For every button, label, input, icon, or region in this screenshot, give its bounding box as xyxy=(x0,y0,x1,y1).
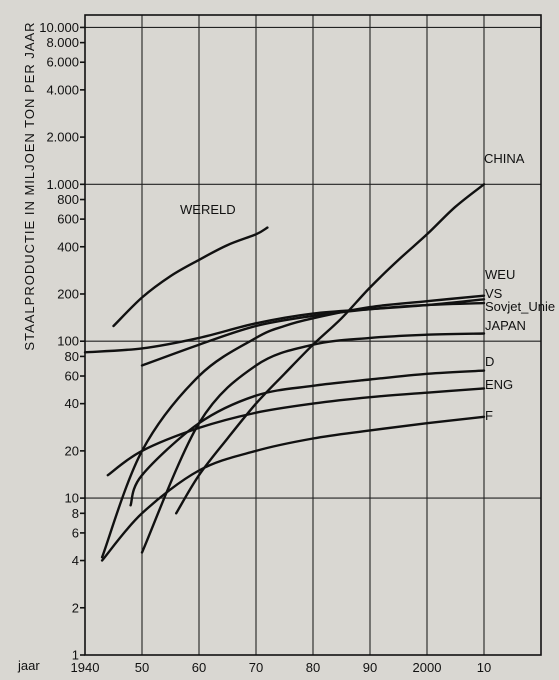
axes xyxy=(80,14,542,656)
y-tick-label: 10.000 xyxy=(39,20,79,35)
y-tick-label: 6 xyxy=(72,525,79,540)
y-tick-label: 1 xyxy=(72,648,79,663)
series-label-wereld: WERELD xyxy=(180,202,236,217)
y-tick-label: 4.000 xyxy=(46,82,79,97)
y-tick-label: 600 xyxy=(57,212,79,227)
grid xyxy=(85,15,541,656)
series-label-japan: JAPAN xyxy=(485,318,526,333)
x-tick-label: 60 xyxy=(192,660,206,675)
series-label-weu: WEU xyxy=(485,267,515,282)
series-label-china: CHINA xyxy=(484,151,525,166)
series-label-sovjet-unie: Sovjet_Unie xyxy=(485,299,555,314)
y-tick-label: 8 xyxy=(72,506,79,521)
y-tick-label: 400 xyxy=(57,239,79,254)
y-tick-label: 80 xyxy=(65,349,79,364)
y-tick-label: 40 xyxy=(65,396,79,411)
series-label-d: D xyxy=(485,354,494,369)
y-tick-label: 8.000 xyxy=(46,35,79,50)
y-tick-label: 10 xyxy=(65,491,79,506)
x-tick-label: 70 xyxy=(249,660,263,675)
series-line-japan xyxy=(140,332,486,554)
series-label-eng: ENG xyxy=(485,377,513,392)
y-tick-label: 6.000 xyxy=(46,55,79,70)
series-line-wereld xyxy=(112,226,269,328)
series-line-sovjet-unie xyxy=(140,301,486,367)
y-tick-label: 1.000 xyxy=(46,177,79,192)
series-label-f: F xyxy=(485,408,493,423)
y-tick-label: 800 xyxy=(57,192,79,207)
x-tick-label: 1940 xyxy=(71,660,100,675)
series-line-eng xyxy=(106,387,486,477)
series-label-vs: VS xyxy=(485,286,503,301)
x-tick-label: 10 xyxy=(477,660,491,675)
x-axis-label: jaar xyxy=(17,658,40,673)
y-tick-label: 20 xyxy=(65,443,79,458)
y-tick-label: 4 xyxy=(72,553,79,568)
y-tick-label: 60 xyxy=(65,369,79,384)
x-tick-label: 2000 xyxy=(413,660,442,675)
x-tick-label: 90 xyxy=(363,660,377,675)
x-tick-labels: 1940 50 60 70 80 90 2000 10 xyxy=(71,660,492,675)
series-line-f xyxy=(100,415,486,562)
y-tick-label: 200 xyxy=(57,286,79,301)
x-tick-label: 50 xyxy=(135,660,149,675)
y-tick-label: 2.000 xyxy=(46,130,79,145)
series-lines xyxy=(83,183,486,562)
y-tick-label: 100 xyxy=(57,334,79,349)
series-line-weu xyxy=(100,294,486,559)
series-line-d xyxy=(129,369,486,507)
series-line-china xyxy=(175,183,486,515)
y-axis-label: STAALPRODUCTIE IN MILJOEN TON PER JAAR xyxy=(22,21,37,350)
x-tick-label: 80 xyxy=(306,660,320,675)
plot-frame xyxy=(84,14,542,656)
y-tick-label: 2 xyxy=(72,600,79,615)
